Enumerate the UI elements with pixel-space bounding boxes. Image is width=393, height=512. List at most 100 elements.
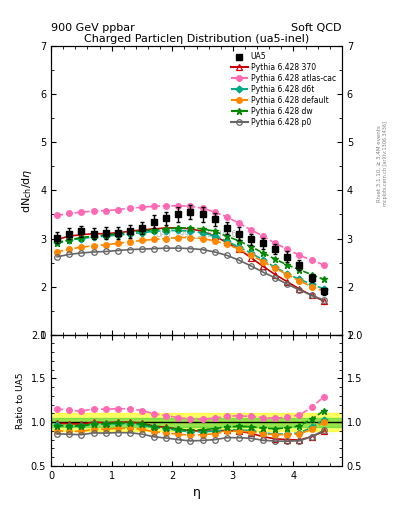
Pythia 6.428 atlas-cac	[140, 204, 144, 210]
Pythia 6.428 default	[103, 242, 108, 248]
Pythia 6.428 dw	[285, 262, 290, 268]
Pythia 6.428 370	[140, 227, 144, 233]
Pythia 6.428 dw	[297, 267, 302, 273]
Pythia 6.428 p0	[55, 254, 59, 260]
Pythia 6.428 p0	[273, 275, 277, 281]
Pythia 6.428 dw	[237, 238, 241, 244]
Pythia 6.428 dw	[91, 233, 96, 239]
Pythia 6.428 d6t	[176, 227, 181, 233]
Pythia 6.428 370	[321, 298, 326, 304]
Pythia 6.428 default	[261, 259, 266, 265]
Pythia 6.428 d6t	[79, 236, 84, 242]
Text: mcplots.cern.ch [arXiv:1306.3436]: mcplots.cern.ch [arXiv:1306.3436]	[384, 121, 388, 206]
Pythia 6.428 370	[200, 228, 205, 234]
Pythia 6.428 d6t	[140, 230, 144, 236]
Pythia 6.428 default	[152, 237, 156, 243]
Pythia 6.428 default	[200, 236, 205, 242]
Pythia 6.428 370	[67, 233, 72, 239]
Pythia 6.428 dw	[224, 233, 229, 239]
Pythia 6.428 370	[297, 286, 302, 292]
Pythia 6.428 d6t	[249, 250, 253, 256]
Y-axis label: Ratio to UA5: Ratio to UA5	[16, 372, 25, 429]
Pythia 6.428 dw	[176, 225, 181, 231]
Pythia 6.428 p0	[200, 246, 205, 252]
Pythia 6.428 370	[152, 226, 156, 232]
Pythia 6.428 370	[237, 246, 241, 252]
Pythia 6.428 d6t	[152, 228, 156, 234]
Pythia 6.428 atlas-cac	[188, 203, 193, 209]
Pythia 6.428 default	[309, 284, 314, 290]
Pythia 6.428 d6t	[212, 233, 217, 239]
Pythia 6.428 default	[321, 288, 326, 294]
Pythia 6.428 370	[309, 292, 314, 298]
Pythia 6.428 default	[224, 241, 229, 247]
Pythia 6.428 atlas-cac	[91, 208, 96, 214]
Pythia 6.428 p0	[116, 247, 120, 253]
Pythia 6.428 370	[55, 237, 59, 243]
Pythia 6.428 p0	[188, 246, 193, 252]
Pythia 6.428 d6t	[261, 257, 266, 263]
Pythia 6.428 d6t	[116, 232, 120, 238]
Line: Pythia 6.428 p0: Pythia 6.428 p0	[54, 245, 327, 303]
Pythia 6.428 default	[297, 278, 302, 284]
Pythia 6.428 atlas-cac	[309, 257, 314, 263]
Pythia 6.428 370	[188, 226, 193, 232]
Legend: UA5, Pythia 6.428 370, Pythia 6.428 atlas-cac, Pythia 6.428 d6t, Pythia 6.428 de: UA5, Pythia 6.428 370, Pythia 6.428 atla…	[228, 50, 338, 129]
Pythia 6.428 d6t	[55, 239, 59, 245]
Pythia 6.428 d6t	[200, 230, 205, 236]
Pythia 6.428 370	[273, 271, 277, 278]
Pythia 6.428 default	[273, 265, 277, 271]
Pythia 6.428 default	[127, 239, 132, 245]
Pythia 6.428 370	[127, 228, 132, 234]
Pythia 6.428 370	[116, 230, 120, 236]
Pythia 6.428 p0	[237, 257, 241, 263]
Pythia 6.428 d6t	[91, 234, 96, 240]
Pythia 6.428 dw	[79, 234, 84, 241]
Pythia 6.428 default	[55, 249, 59, 255]
Pythia 6.428 dw	[200, 226, 205, 232]
Pythia 6.428 370	[212, 233, 217, 239]
Pythia 6.428 dw	[164, 226, 169, 232]
Pythia 6.428 dw	[140, 228, 144, 234]
Pythia 6.428 atlas-cac	[249, 227, 253, 233]
Pythia 6.428 d6t	[127, 230, 132, 237]
Pythia 6.428 dw	[212, 228, 217, 234]
Pythia 6.428 d6t	[188, 228, 193, 234]
Pythia 6.428 default	[79, 244, 84, 250]
Pythia 6.428 370	[164, 225, 169, 231]
Pythia 6.428 atlas-cac	[297, 252, 302, 259]
Pythia 6.428 default	[249, 252, 253, 259]
Pythia 6.428 d6t	[273, 264, 277, 270]
Pythia 6.428 p0	[91, 249, 96, 255]
Pythia 6.428 370	[224, 239, 229, 245]
Pythia 6.428 370	[249, 254, 253, 261]
Pythia 6.428 p0	[285, 281, 290, 287]
Pythia 6.428 p0	[152, 246, 156, 252]
Pythia 6.428 default	[91, 243, 96, 249]
Pythia 6.428 370	[103, 230, 108, 237]
Pythia 6.428 dw	[273, 256, 277, 262]
Pythia 6.428 d6t	[164, 228, 169, 234]
Pythia 6.428 atlas-cac	[79, 209, 84, 215]
Pythia 6.428 default	[176, 234, 181, 241]
Pythia 6.428 dw	[152, 227, 156, 233]
Pythia 6.428 370	[261, 263, 266, 269]
Pythia 6.428 d6t	[237, 244, 241, 250]
Text: UA5_1996_S1583476: UA5_1996_S1583476	[156, 229, 237, 238]
Pythia 6.428 p0	[127, 246, 132, 252]
Text: 900 GeV ppbar: 900 GeV ppbar	[51, 23, 135, 33]
Line: Pythia 6.428 default: Pythia 6.428 default	[54, 235, 327, 294]
Pythia 6.428 370	[176, 225, 181, 231]
Pythia 6.428 d6t	[224, 238, 229, 244]
Pythia 6.428 default	[188, 234, 193, 241]
Pythia 6.428 atlas-cac	[116, 206, 120, 212]
Line: Pythia 6.428 370: Pythia 6.428 370	[54, 225, 327, 304]
Pythia 6.428 d6t	[297, 276, 302, 283]
Pythia 6.428 d6t	[103, 233, 108, 239]
Pythia 6.428 default	[164, 236, 169, 242]
Text: Rivet 3.1.10, ≥ 3.4M events: Rivet 3.1.10, ≥ 3.4M events	[377, 125, 382, 202]
Pythia 6.428 atlas-cac	[67, 210, 72, 217]
Pythia 6.428 dw	[127, 229, 132, 236]
Pythia 6.428 atlas-cac	[127, 205, 132, 211]
Pythia 6.428 dw	[261, 250, 266, 256]
